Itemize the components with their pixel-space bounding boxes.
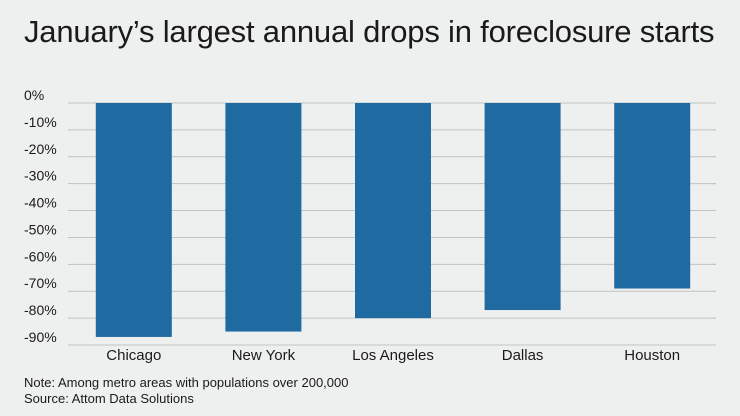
x-category-label: Dallas bbox=[502, 347, 544, 364]
bar-chicago bbox=[95, 103, 172, 337]
x-category-label: Houston bbox=[624, 347, 680, 364]
y-tick-label: -60% bbox=[24, 248, 57, 264]
y-tick-label: -40% bbox=[24, 195, 57, 211]
note-text: Note: Among metro areas with populations… bbox=[24, 375, 349, 390]
bar-new-york bbox=[225, 103, 302, 332]
y-tick-label: -30% bbox=[24, 168, 57, 184]
y-tick-label: -80% bbox=[24, 302, 57, 318]
bar-houston bbox=[614, 103, 691, 289]
y-tick-label: -70% bbox=[24, 275, 57, 291]
y-tick-labels: 0% -10% -20% -30% -40% -50% -60% -70% -80% -90% bbox=[24, 87, 57, 345]
bar-layer bbox=[95, 103, 691, 337]
x-category-label: Los Angeles bbox=[352, 347, 434, 364]
y-tick-label: -10% bbox=[24, 114, 57, 130]
x-category-label: New York bbox=[232, 347, 296, 364]
source-text: Source: Attom Data Solutions bbox=[24, 391, 194, 406]
chart-notes: Note: Among metro areas with populations… bbox=[24, 375, 348, 407]
y-tick-label: -90% bbox=[24, 329, 57, 345]
bar-dallas bbox=[484, 103, 561, 311]
x-category-labels: Chicago New York Los Angeles Dallas Houston bbox=[106, 347, 680, 364]
x-category-label: Chicago bbox=[106, 347, 161, 364]
y-tick-label: 0% bbox=[24, 87, 44, 103]
y-tick-label: -50% bbox=[24, 221, 57, 237]
bar-los-angeles bbox=[355, 103, 431, 319]
y-tick-label: -20% bbox=[24, 141, 57, 157]
chart-title: January’s largest annual drops in forecl… bbox=[24, 14, 715, 49]
